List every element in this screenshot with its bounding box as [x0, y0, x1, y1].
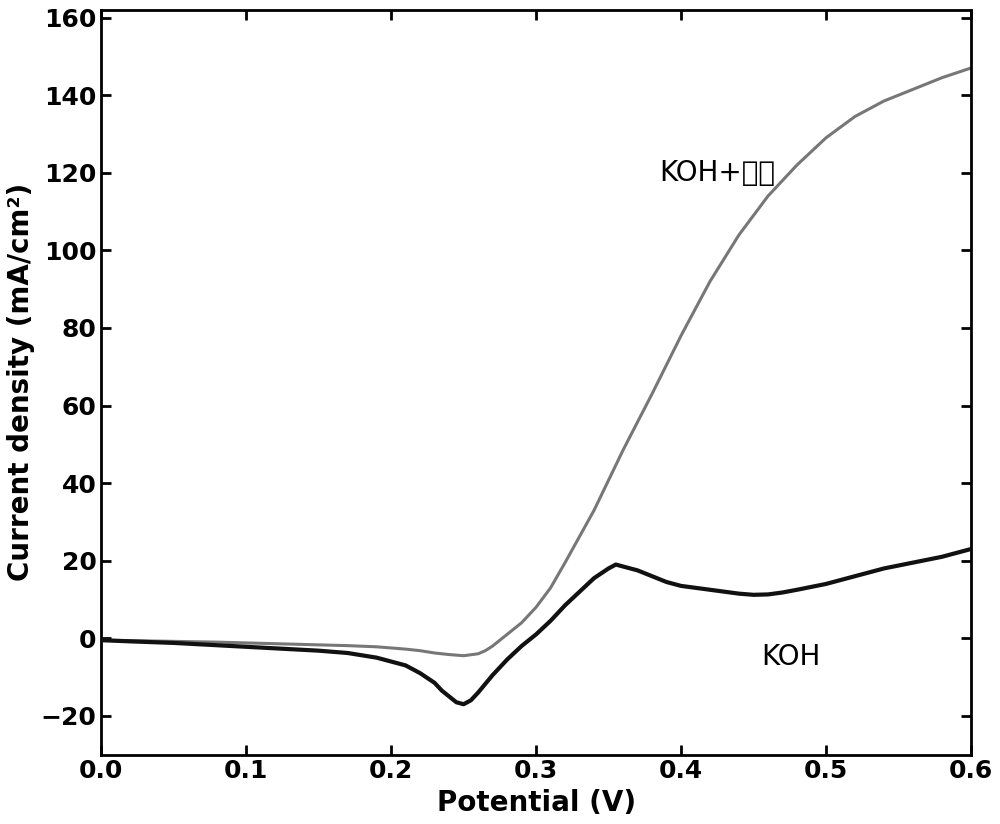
X-axis label: Potential (V): Potential (V)	[437, 789, 636, 817]
Y-axis label: Current density (mA/cm²): Current density (mA/cm²)	[7, 183, 35, 582]
Text: KOH: KOH	[761, 644, 820, 672]
Text: KOH+甲醇: KOH+甲醇	[659, 158, 775, 186]
